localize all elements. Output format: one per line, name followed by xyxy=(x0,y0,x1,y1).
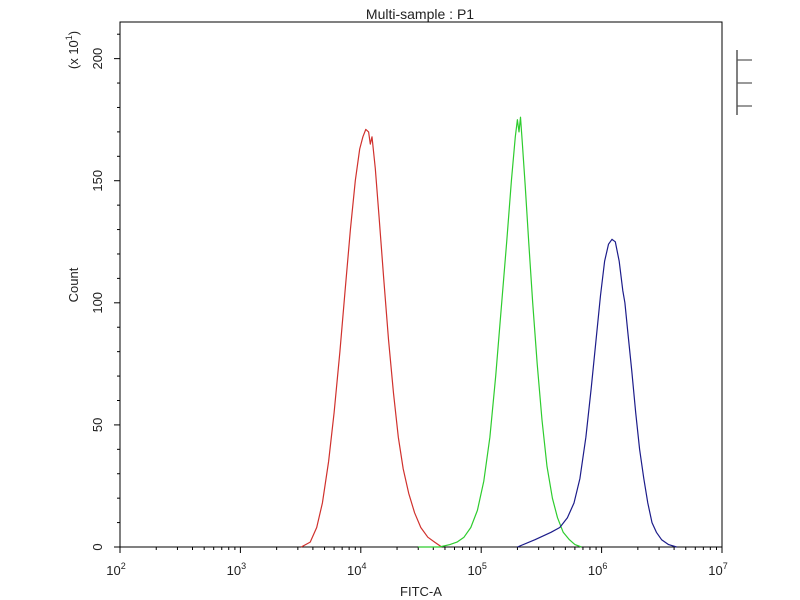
y-tick-label: 0 xyxy=(90,543,105,550)
series-line-1 xyxy=(300,128,443,548)
x-axis-ticks: 102 103 104 105 106 107 xyxy=(106,547,728,578)
x-tick-label: 104 xyxy=(347,561,366,578)
y-tick-label: 50 xyxy=(90,418,105,432)
y-tick-label: 200 xyxy=(90,48,105,70)
series-layer xyxy=(300,116,677,548)
legend xyxy=(736,50,752,115)
y-multiplier-close: ) xyxy=(66,31,81,35)
y-axis-multiplier: (x 101) xyxy=(64,31,81,69)
y-tick-label: 150 xyxy=(90,170,105,192)
x-axis-label: FITC-A xyxy=(400,584,442,599)
y-multiplier-exp: 1 xyxy=(64,35,74,40)
chart-title: Multi-sample : P1 xyxy=(366,6,474,22)
series-line-3 xyxy=(517,238,677,548)
plot-area xyxy=(119,21,723,548)
y-axis-ticks: 0 50 100 150 200 xyxy=(90,33,120,551)
x-tick-label: 102 xyxy=(106,561,125,578)
y-axis-label: Count xyxy=(66,267,81,302)
y-multiplier-base: (x 10 xyxy=(66,40,81,69)
x-tick-label: 106 xyxy=(588,561,607,578)
x-tick-label: 105 xyxy=(467,561,486,578)
y-tick-label: 100 xyxy=(90,292,105,314)
series-line-2 xyxy=(418,116,582,548)
x-tick-label: 107 xyxy=(708,561,727,578)
x-tick-label: 103 xyxy=(227,561,246,578)
